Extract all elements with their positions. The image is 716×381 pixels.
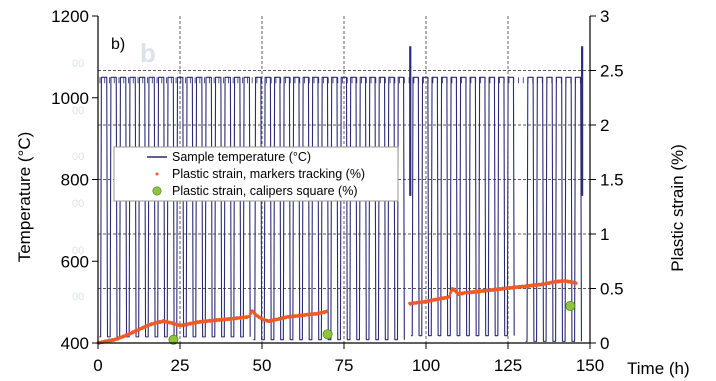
y-right-tick-label: 3: [600, 7, 609, 26]
x-tick-label: 0: [93, 356, 102, 375]
y-left-tick-label: 600: [61, 252, 89, 271]
y-left-tick-label: 1000: [51, 89, 89, 108]
legend: Sample temperature (°C) Plastic strain, …: [113, 146, 399, 202]
axes: [92, 15, 596, 349]
legend-entry-markers: Plastic strain, markers tracking (%): [172, 167, 365, 181]
markers-strain-point: [325, 309, 329, 313]
x-tick-label: 100: [412, 356, 440, 375]
markers-strain-point: [574, 282, 578, 285]
y-right-axis-title: Plastic strain (%): [668, 144, 687, 272]
y-left-tick-label: 400: [61, 334, 89, 353]
x-tick-label: 150: [576, 356, 604, 375]
y-right-tick-label: 1.5: [600, 171, 624, 190]
calipers-strain-point: [565, 300, 576, 311]
x-tick-label: 125: [494, 356, 522, 375]
y-right-tick-label: 2: [600, 116, 609, 135]
temperature-plateau-texture: [99, 77, 581, 84]
y-right-tick-label: 1: [600, 225, 609, 244]
temperature-line: [99, 76, 582, 342]
markers-strain-series: [96, 279, 578, 345]
x-tick-label: 25: [171, 356, 190, 375]
y-left-axis-title: Temperature (°C): [15, 132, 34, 263]
legend-circle-marker: [152, 186, 162, 196]
watermark-text: 00: [72, 291, 84, 303]
x-axis-title: Time (h): [627, 359, 690, 378]
y-left-tick-label: 1200: [51, 7, 89, 26]
watermark-text: 00: [72, 105, 84, 117]
y-left-tick-label: 800: [61, 171, 89, 190]
x-tick-labels: 0 25 50 75 100 125 150: [93, 356, 604, 375]
y-right-tick-label: 0: [600, 334, 609, 353]
watermark-text: 00: [72, 198, 84, 210]
legend-entry-temperature: Sample temperature (°C): [172, 150, 311, 164]
y-right-tick-label: 0.5: [600, 280, 624, 299]
watermark-letter: b: [140, 38, 156, 68]
legend-dot-marker: [155, 172, 159, 176]
calipers-strain-point: [168, 334, 179, 345]
markers-strain-point: [448, 294, 452, 298]
calipers-strain-series: [168, 300, 576, 345]
calipers-strain-point: [322, 329, 333, 340]
panel-label: b): [111, 36, 125, 53]
right-tick-labels: 0 0.5 1 1.5 2 2.5 3: [600, 7, 624, 353]
watermark-text: 00: [72, 245, 84, 257]
x-tick-label: 75: [335, 356, 354, 375]
watermark-text: 00: [72, 58, 84, 70]
background-watermark: b 00 00 00 00 00 00: [72, 38, 156, 303]
markers-strain-point: [248, 314, 251, 318]
left-tick-labels: 400 600 800 1000 1200: [51, 7, 89, 353]
y-right-tick-label: 2.5: [600, 62, 624, 81]
watermark-text: 00: [72, 151, 84, 163]
x-tick-label: 50: [253, 356, 272, 375]
legend-entry-calipers: Plastic strain, calipers square (%): [172, 184, 357, 198]
